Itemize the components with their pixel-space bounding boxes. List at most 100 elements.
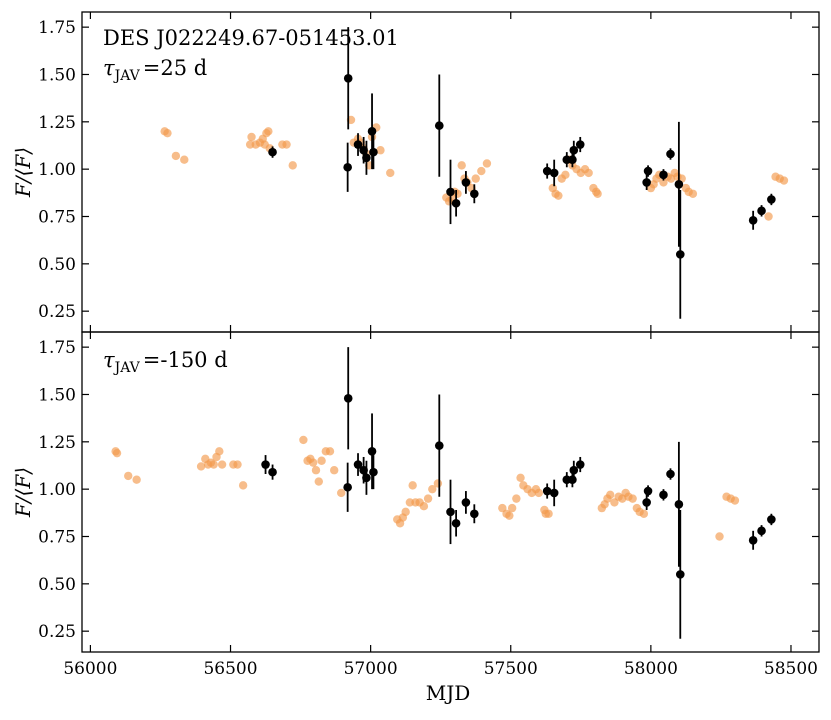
data-point	[575, 140, 585, 149]
data-point	[457, 161, 466, 170]
lag-symbol: τ	[103, 56, 115, 80]
y-tick-label: 1.25	[38, 113, 76, 133]
data-point	[124, 471, 133, 481]
lag-symbol: τ	[103, 348, 115, 372]
data-point	[314, 477, 323, 486]
data-point	[369, 147, 378, 157]
data-point	[757, 206, 766, 216]
data-point	[428, 484, 437, 494]
y-tick-label: 0.75	[38, 207, 76, 227]
data-point	[639, 509, 649, 518]
data-point	[362, 153, 371, 163]
data-point	[217, 460, 227, 469]
data-point	[568, 475, 577, 484]
data-point	[549, 488, 559, 498]
data-point	[343, 162, 352, 172]
data-point	[171, 151, 181, 161]
data-point	[376, 146, 385, 155]
data-point	[642, 178, 651, 187]
data-point	[507, 503, 517, 513]
data-point	[470, 189, 479, 199]
data-point	[311, 466, 321, 475]
y-axis-title: F/⟨F⟩	[11, 467, 35, 518]
data-point	[461, 178, 471, 187]
data-point	[308, 458, 318, 467]
lag-subscript: JAV	[113, 360, 141, 376]
data-point	[401, 507, 410, 517]
data-point	[247, 132, 256, 142]
data-point	[353, 140, 363, 149]
data-point	[534, 488, 543, 498]
data-group	[160, 27, 789, 319]
y-tick-label: 0.25	[38, 622, 76, 642]
data-point	[675, 250, 685, 259]
data-point	[317, 456, 326, 465]
data-point	[516, 473, 525, 482]
y-tick-label: 1.00	[38, 160, 76, 180]
data-point	[659, 170, 668, 180]
y-tick-label: 0.50	[38, 255, 76, 275]
data-point	[196, 462, 206, 471]
data-point	[367, 446, 377, 456]
data-group	[111, 347, 776, 639]
y-tick-label: 0.25	[38, 302, 76, 322]
black-series	[261, 347, 776, 639]
data-point	[209, 460, 218, 469]
data-point	[132, 475, 141, 484]
data-point	[554, 191, 563, 200]
data-point	[674, 500, 684, 509]
panel-top: 0.25 0.50 0.75 1.00 1.25 1.50 1.75 F/⟨F⟩ DES J02…	[11, 11, 820, 333]
data-point	[369, 467, 378, 477]
data-point	[446, 507, 455, 517]
data-point	[584, 168, 593, 178]
data-point	[434, 121, 444, 130]
y-tick-label: 1.75	[38, 338, 76, 358]
y-tick-label: 1.50	[38, 65, 76, 85]
x-tick-label: 57500	[484, 659, 538, 679]
data-point	[606, 490, 615, 500]
data-point	[730, 496, 740, 505]
data-point	[593, 189, 602, 198]
lag-value: =25 d	[143, 56, 207, 80]
data-point	[367, 126, 377, 136]
x-tick-label: 57000	[344, 659, 398, 679]
data-point	[757, 526, 766, 536]
data-point	[569, 145, 579, 155]
axes-frame	[81, 331, 820, 653]
data-point	[549, 168, 559, 178]
data-point	[779, 176, 789, 185]
data-point	[261, 460, 270, 469]
data-point	[666, 469, 675, 479]
data-point	[764, 212, 773, 221]
data-point	[748, 215, 758, 225]
x-tick-label: 58000	[624, 659, 678, 679]
data-point	[512, 494, 521, 503]
data-point	[666, 149, 675, 159]
x-tick-label: 58500	[764, 659, 818, 679]
y-tick-label: 1.50	[38, 385, 76, 405]
data-point	[288, 161, 297, 170]
data-point	[330, 466, 339, 475]
data-point	[362, 473, 371, 483]
y-tick-label: 1.00	[38, 480, 76, 500]
data-point	[325, 447, 335, 456]
data-point	[542, 486, 552, 496]
data-point	[505, 511, 514, 520]
data-point	[688, 189, 698, 198]
data-point	[575, 460, 585, 469]
x-tick-label: 56000	[63, 659, 117, 679]
data-point	[569, 465, 579, 475]
data-point	[233, 460, 242, 469]
data-point	[482, 159, 492, 168]
data-point	[238, 481, 248, 490]
data-point	[408, 481, 417, 490]
y-tick-label: 1.75	[38, 18, 76, 38]
lag-subscript: JAV	[113, 68, 141, 84]
data-point	[343, 73, 353, 83]
data-point	[628, 494, 637, 503]
orange-series	[111, 435, 740, 541]
data-point	[423, 494, 433, 503]
data-point	[112, 448, 122, 458]
